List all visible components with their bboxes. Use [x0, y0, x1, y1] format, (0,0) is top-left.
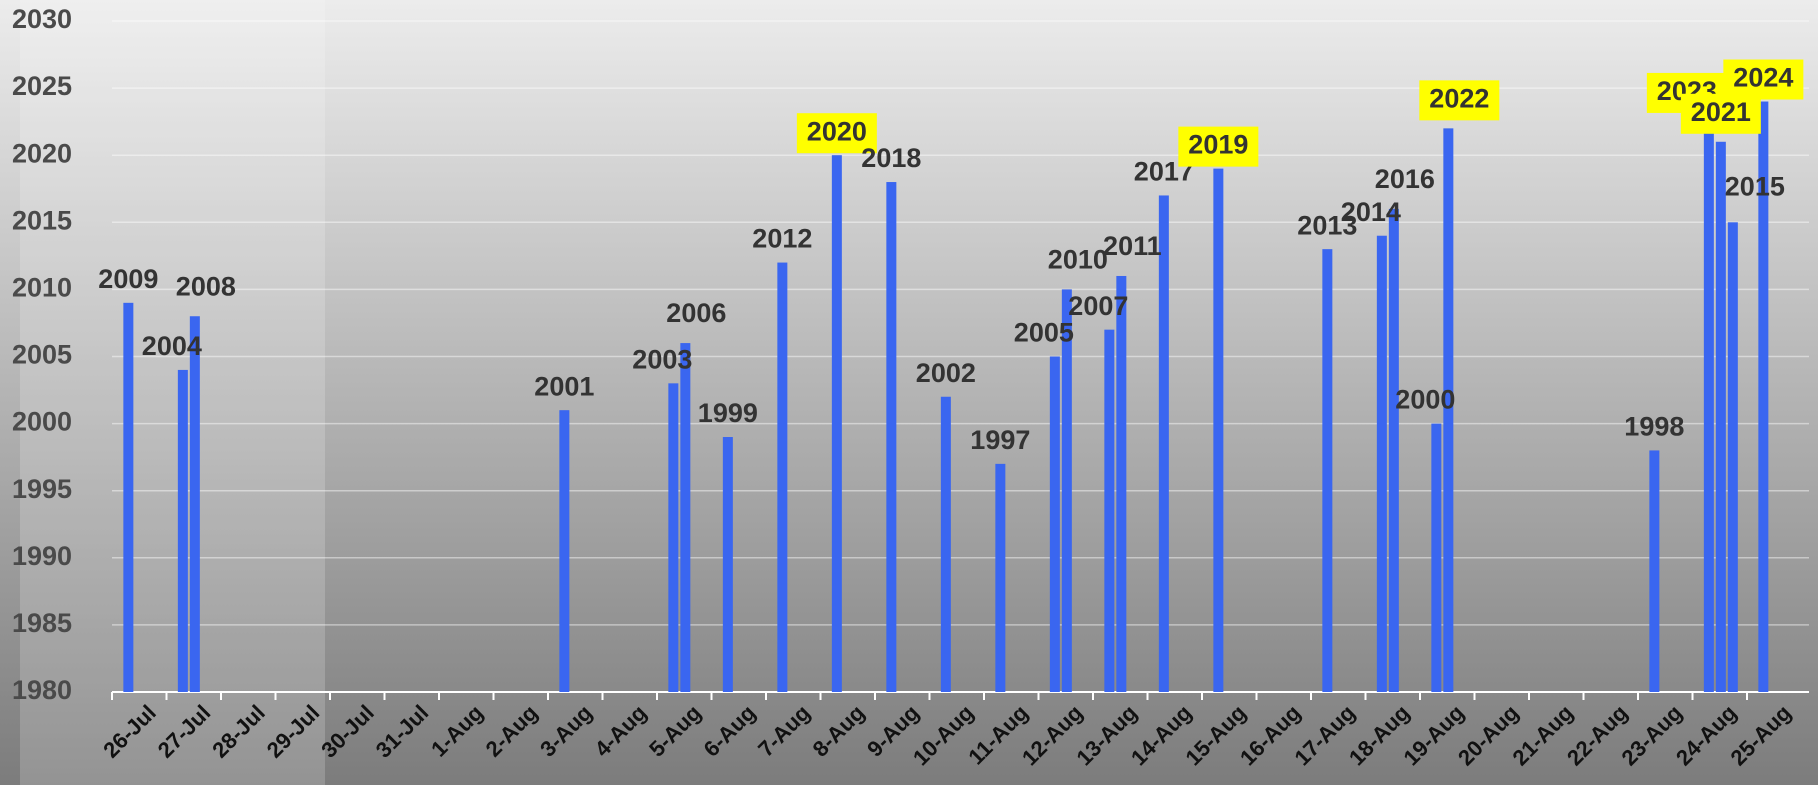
bar — [777, 262, 788, 692]
y-tick-label: 2020 — [12, 138, 72, 168]
bar — [1758, 101, 1769, 692]
bar — [1443, 128, 1454, 693]
value-label: 2006 — [666, 298, 726, 328]
bar — [886, 182, 897, 693]
value-label: 2018 — [861, 143, 921, 173]
y-tick-label: 1995 — [12, 474, 72, 504]
label-highlight — [1680, 93, 1761, 134]
value-label: 2004 — [142, 331, 202, 361]
y-tick-label: 1990 — [12, 541, 72, 571]
value-label: 2001 — [534, 371, 594, 401]
value-label: 2010 — [1048, 245, 1108, 275]
grid — [111, 20, 1809, 700]
bar — [995, 463, 1006, 692]
bar — [177, 369, 188, 692]
value-label: 2011 — [1103, 231, 1162, 261]
bar — [831, 155, 842, 692]
value-label: 2021 — [1691, 97, 1751, 127]
bar — [123, 302, 134, 692]
value-label: 2022 — [1429, 83, 1489, 113]
y-tick-label: 2000 — [12, 407, 72, 437]
value-label: 2016 — [1375, 164, 1435, 194]
y-tick-label: 2030 — [12, 4, 72, 34]
bar — [1116, 275, 1127, 692]
bar — [1727, 222, 1738, 693]
label-highlight — [1419, 80, 1500, 121]
value-label: 2003 — [632, 344, 692, 374]
value-label: 2013 — [1297, 210, 1357, 240]
value-label: 2005 — [1014, 318, 1074, 348]
y-tick-label: 2010 — [12, 273, 72, 303]
value-label: 2014 — [1341, 197, 1401, 227]
bars — [123, 101, 1769, 693]
bar — [1104, 329, 1115, 692]
y-tick-label: 2015 — [12, 205, 72, 235]
y-tick-label: 1980 — [12, 675, 72, 705]
bar — [668, 383, 679, 692]
y-tick-label: 2025 — [12, 71, 72, 101]
value-label: 2000 — [1395, 385, 1455, 415]
value-label: 1999 — [698, 398, 758, 428]
value-label: 1997 — [970, 425, 1030, 455]
value-label: 2007 — [1068, 291, 1128, 321]
value-label: 2012 — [752, 224, 812, 254]
value-label: 2024 — [1733, 63, 1793, 93]
label-highlight — [1723, 59, 1804, 100]
bar — [1213, 168, 1224, 692]
bar — [1376, 235, 1387, 692]
value-label: 2002 — [916, 358, 976, 388]
bar — [1715, 141, 1726, 692]
label-highlight — [1178, 126, 1259, 167]
value-label: 1998 — [1624, 412, 1684, 442]
bar — [1061, 289, 1072, 692]
bar — [1703, 114, 1714, 692]
bar — [722, 437, 733, 692]
bar — [1431, 423, 1442, 692]
value-label: 2009 — [98, 264, 158, 294]
bar — [189, 316, 200, 692]
bar — [680, 343, 691, 692]
bar — [1049, 356, 1060, 692]
bar — [1388, 208, 1399, 692]
value-label: 2020 — [807, 116, 867, 146]
value-label: 2008 — [176, 271, 236, 301]
label-highlight — [796, 113, 877, 154]
y-tick-label: 2005 — [12, 340, 72, 370]
y-tick-label: 1985 — [12, 608, 72, 638]
bar — [1649, 450, 1660, 692]
bar — [559, 410, 570, 692]
shaded-region — [20, 0, 325, 785]
bar — [940, 396, 951, 692]
value-label: 2015 — [1725, 171, 1785, 201]
bar — [1158, 195, 1169, 692]
value-label: 2019 — [1188, 130, 1248, 160]
bar — [1322, 249, 1333, 692]
